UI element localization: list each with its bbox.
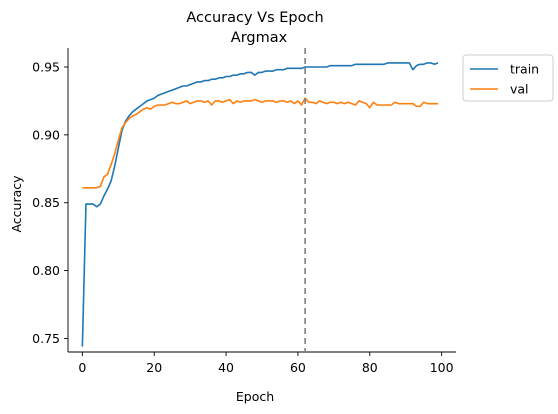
y-tick-label: 0.90 (32, 127, 60, 142)
chart-title: Accuracy Vs Epoch (186, 10, 323, 26)
y-tick-label: 0.80 (32, 263, 60, 278)
chart-title-group: Accuracy Vs Epoch Argmax (186, 10, 323, 46)
x-tick-label: 40 (218, 360, 234, 375)
series-line-val (82, 97, 439, 189)
plot-area (67, 48, 456, 353)
x-tick-label: 60 (290, 360, 306, 375)
y-tick-label: 0.95 (32, 60, 60, 75)
legend-box (462, 54, 554, 102)
legend-label-train: train (510, 62, 539, 77)
y-axis-label: Accuracy (9, 175, 24, 233)
x-tick-label: 100 (430, 360, 454, 375)
x-tick-label: 80 (362, 360, 378, 375)
x-axis-label: Epoch (236, 389, 274, 404)
legend-label-val: val (510, 82, 529, 97)
chart-subtitle: Argmax (231, 30, 288, 46)
y-tick-label: 0.85 (32, 195, 60, 210)
legend: train val (462, 54, 554, 102)
x-tick-label: 20 (146, 360, 162, 375)
y-tick-label: 0.75 (32, 331, 60, 346)
x-axis-ticks: 0 20 40 60 80 100 (78, 352, 454, 375)
series-line-train (81, 62, 439, 347)
y-axis-ticks: 0.75 0.80 0.85 0.90 0.95 (32, 60, 68, 346)
x-tick-label: 0 (78, 360, 86, 375)
